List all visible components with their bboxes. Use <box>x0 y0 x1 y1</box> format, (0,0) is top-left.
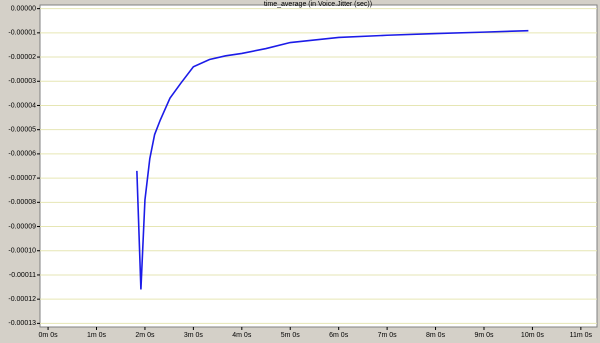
x-tick-label: 3m 0s <box>184 332 204 339</box>
y-tick-label: -0.00004 <box>8 102 36 109</box>
x-tick-label: 10m 0s <box>521 332 544 339</box>
x-tick-label: 5m 0s <box>281 332 301 339</box>
y-tick-label: -0.00012 <box>8 296 36 303</box>
plot-area <box>39 4 598 328</box>
chart-title: time_average (in Voice.Jitter (sec)) <box>264 1 372 8</box>
x-tick-label: 4m 0s <box>232 332 252 339</box>
y-tick-label: -0.00007 <box>8 175 36 182</box>
y-tick-label: -0.00011 <box>9 272 36 279</box>
y-tick-label: -0.00010 <box>8 248 36 255</box>
y-tick-label: 0.00000 <box>11 5 36 12</box>
x-tick-label: 7m 0s <box>378 332 398 339</box>
y-tick-label: -0.00003 <box>8 78 36 85</box>
x-tick-label: 2m 0s <box>135 332 155 339</box>
line <box>136 29 529 290</box>
y-tick-label: -0.00013 <box>8 320 36 327</box>
x-tick-label: 8m 0s <box>426 332 446 339</box>
x-tick-label: 0m 0s <box>39 332 59 339</box>
x-tick-label: 6m 0s <box>329 332 349 339</box>
x-tick-label: 1m 0s <box>87 332 107 339</box>
y-tick-label: -0.00002 <box>8 54 36 61</box>
y-tick-label: -0.00006 <box>8 151 36 158</box>
y-tick-label: -0.00005 <box>8 127 36 134</box>
x-tick-label: 11m 0s <box>570 332 593 339</box>
x-tick-label: 9m 0s <box>474 332 494 339</box>
y-tick-label: -0.00001 <box>8 30 36 37</box>
y-tick-label: -0.00008 <box>8 199 36 206</box>
y-tick-label: -0.00009 <box>8 223 36 230</box>
